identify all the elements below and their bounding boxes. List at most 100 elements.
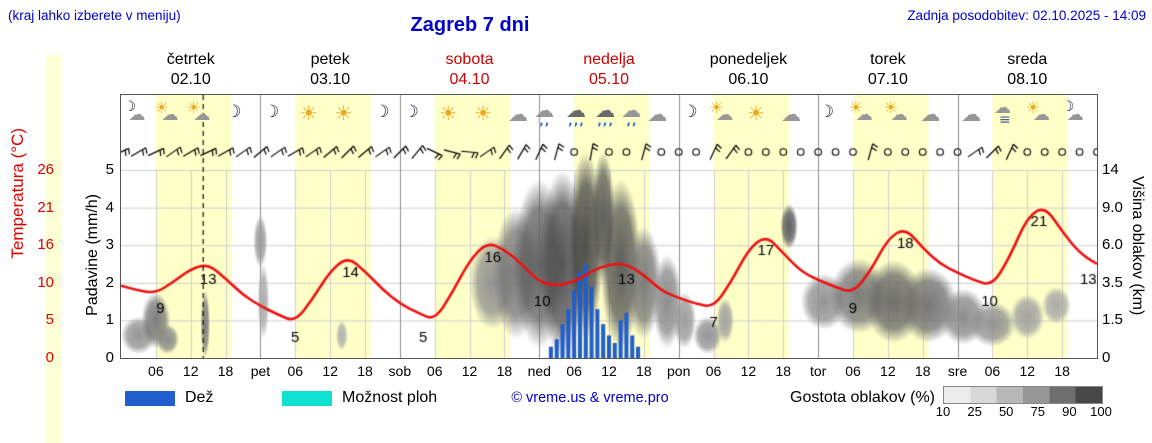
x-axis-label: 18 <box>914 363 931 379</box>
x-axis-label: 06 <box>426 363 443 379</box>
cloud-glyph: ☁ <box>890 105 908 125</box>
weather-icon-cloud: ☁ <box>778 100 806 130</box>
weather-icon-sun: ☀ <box>331 100 359 130</box>
precip-tick: 4 <box>105 198 114 216</box>
copyright-link[interactable]: © vreme.us & vreme.pro <box>511 390 669 406</box>
x-axis-label: pet <box>250 363 271 379</box>
rain-legend-label: Dež <box>185 389 214 406</box>
sun-glyph: ☀ <box>334 101 353 125</box>
sun-glyph: ☀ <box>154 98 169 117</box>
x-axis-label: 18 <box>775 363 792 379</box>
weather-icon-sun: ☀ <box>743 100 771 130</box>
cloud-tick: 14 <box>1102 161 1119 178</box>
density-tick: 100 <box>1090 404 1112 419</box>
weather-icon-cloud: ☁ <box>505 100 533 130</box>
x-axis-label: 12 <box>461 363 478 379</box>
weather-icon-moon: ☽ <box>220 100 248 130</box>
cloud-glyph: ☁ <box>647 102 668 126</box>
x-axis-label: 06 <box>705 363 722 379</box>
cloud-glyph: ☁ <box>128 105 146 125</box>
x-axis-label: 12 <box>322 363 338 379</box>
density-tick: 25 <box>967 404 982 419</box>
cloud-glyph: ☁ <box>716 105 734 125</box>
x-axis-label: 12 <box>1019 363 1036 379</box>
cloud-tick: 3.5 <box>1102 273 1123 291</box>
day-header-nedelja: nedelja 05.10 <box>539 50 678 90</box>
weather-icon-partly: ☀ ☁ <box>185 100 213 130</box>
weather-icon-cloud-moon: ☽ ☁ <box>1060 100 1088 130</box>
temp-tick: 21 <box>37 198 54 216</box>
x-axis-label: 12 <box>880 363 896 379</box>
weather-icon-cloud: ☁ <box>917 100 945 130</box>
moon-glyph: ☽ <box>403 102 419 122</box>
foglines-glyph: ≡ <box>999 112 1011 128</box>
x-axis-label: 06 <box>984 363 1001 379</box>
temp-tick: 26 <box>37 161 54 178</box>
menu-hint: (kraj lahko izberete v meniju) <box>8 8 181 23</box>
cloud-glyph: ☁ <box>595 98 616 122</box>
showers-legend-swatch <box>282 391 332 406</box>
day-header-četrtek: četrtek 02.10 <box>121 50 260 90</box>
weather-icon-partly: ☀ ☁ <box>848 100 876 130</box>
day-date: 02.10 <box>170 71 211 88</box>
day-date: 08.10 <box>1007 71 1048 88</box>
cloud-glyph: ☁ <box>920 102 941 126</box>
weather-icon-moon: ☽ <box>397 100 425 130</box>
cloud-glyph: ☁ <box>534 98 555 122</box>
moon-glyph: ☽ <box>123 99 137 115</box>
rain-legend-swatch <box>125 391 175 406</box>
moon-glyph: ☽ <box>682 102 698 122</box>
precip-tick: 3 <box>105 236 114 254</box>
cloud-glyph: ☁ <box>855 105 873 125</box>
moon-glyph: ☽ <box>374 102 390 122</box>
day-name: četrtek <box>166 51 215 68</box>
day-name: nedelja <box>583 51 635 68</box>
moon-glyph: ☽ <box>226 102 242 122</box>
cloud-glyph: ☁ <box>1032 105 1050 125</box>
weather-icon-sun: ☀ <box>470 100 498 130</box>
x-axis-label: 06 <box>845 363 861 379</box>
drops-glyph: ‚‚‚ <box>568 114 585 128</box>
x-axis-label: sre <box>947 363 968 379</box>
weather-icon-cloud-moon: ☽ ☁ <box>122 100 150 130</box>
moon-glyph: ☽ <box>818 102 835 122</box>
drops-glyph: ‚‚ <box>626 114 638 128</box>
weather-icon-moon: ☽ <box>368 100 396 130</box>
day-header-sreda: sreda 08.10 <box>958 50 1097 90</box>
day-date: 05.10 <box>588 71 630 88</box>
weather-icon-sun: ☀ <box>296 100 324 130</box>
x-axis-label: 12 <box>601 363 617 379</box>
cloud-glyph: ☁ <box>781 102 801 126</box>
cloud-glyph: ☁ <box>994 98 1012 118</box>
weather-icon-moon: ☽ <box>258 100 286 130</box>
left-accent-strip <box>45 55 62 443</box>
precip-tick: 2 <box>105 273 114 291</box>
sun-glyph: ☀ <box>299 101 318 125</box>
temp-tick: 0 <box>45 349 54 366</box>
x-axis-label: 06 <box>287 363 304 379</box>
day-name: petek <box>310 51 350 68</box>
sun-glyph: ☀ <box>883 98 898 117</box>
day-header-sobota: sobota 04.10 <box>400 50 539 90</box>
x-axis-label: ned <box>527 363 551 379</box>
cloud-tick: 1.5 <box>1102 311 1123 329</box>
cloud-glyph: ☁ <box>507 102 528 126</box>
weather-icon-cloud: ☁ <box>958 100 986 130</box>
cloud-glyph: ☁ <box>621 98 642 122</box>
cloud-glyph: ☁ <box>961 102 982 126</box>
weather-icon-cloud: ☁ <box>644 100 672 130</box>
cloud-height-axis-title: Višina oblakov (km) <box>1129 176 1146 316</box>
sun-glyph: ☀ <box>848 98 864 117</box>
moon-glyph: ☽ <box>1061 99 1075 115</box>
weather-icon-rain: ☁ ‚‚ <box>531 100 559 130</box>
sun-glyph: ☀ <box>439 101 458 125</box>
cloud-glyph: ☁ <box>566 98 587 122</box>
x-axis-label: 18 <box>217 363 234 379</box>
drops-glyph: ‚‚ <box>539 114 551 128</box>
cloud-density-scale <box>943 386 1103 404</box>
cloud-tick: 6.0 <box>1102 236 1123 254</box>
cloud-glyph: ☁ <box>193 105 211 125</box>
weather-icon-moon: ☽ <box>676 100 704 130</box>
density-tick: 50 <box>998 404 1014 419</box>
showers-legend-label: Možnost ploh <box>342 389 438 406</box>
